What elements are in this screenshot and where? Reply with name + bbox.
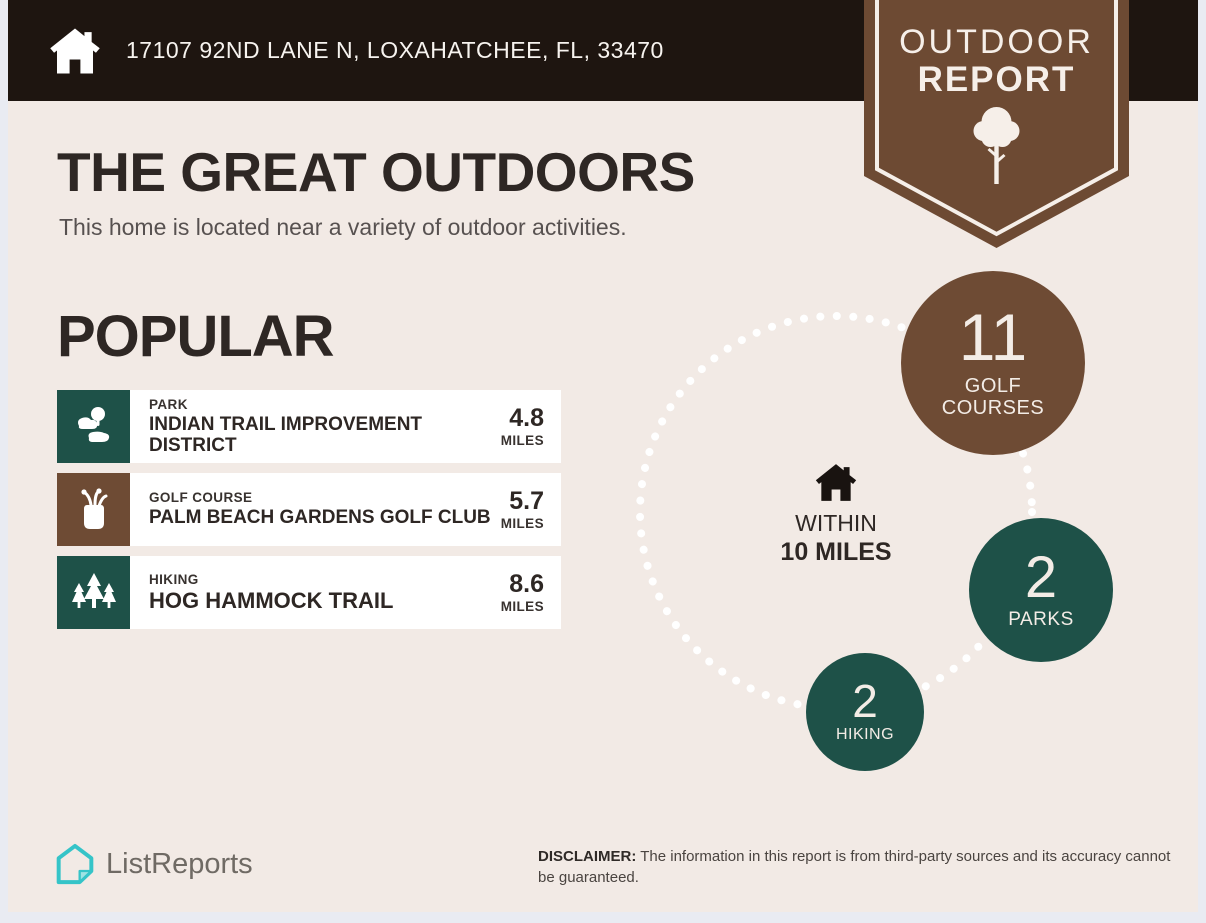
- disclaimer-body: The information in this report is from t…: [538, 848, 1171, 887]
- page-subtitle: This home is located near a variety of o…: [59, 214, 627, 240]
- golf-courses-label: GOLF COURSES: [941, 374, 1045, 420]
- golf-courses-count: 11: [958, 300, 1028, 375]
- item-distance: 5.7: [509, 486, 544, 515]
- hiking-bubble: 2 HIKING: [806, 653, 924, 771]
- hiking-count: 2: [852, 674, 878, 727]
- within-word: WITHIN: [795, 510, 877, 536]
- badge-line1: OUTDOOR: [899, 23, 1094, 61]
- list-item-park: PARK INDIAN TRAIL IMPROVEMENT DISTRICT 4…: [57, 390, 561, 463]
- item-distance: 8.6: [509, 569, 544, 598]
- item-distance-unit: MILES: [500, 515, 544, 531]
- disclaimer-label: DISCLAIMER:: [538, 848, 637, 865]
- within-radius-label: WITHIN 10 MILES: [736, 510, 936, 567]
- disclaimer-text: DISCLAIMER: The information in this repo…: [538, 846, 1178, 889]
- outdoor-report-badge: OUTDOOR REPORT: [864, 0, 1129, 248]
- badge-line2: REPORT: [917, 59, 1076, 99]
- item-name: PALM BEACH GARDENS GOLF CLUB: [149, 507, 491, 529]
- tree-icon: [973, 107, 1020, 184]
- item-name: HOG HAMMOCK TRAIL: [149, 587, 394, 613]
- badge-pennant-shape: [864, 0, 1129, 248]
- report-page: 17107 92ND LANE N, LOXAHATCHEE, FL, 3347…: [8, 0, 1198, 912]
- parks-bubble: 2 PARKS: [969, 518, 1113, 662]
- home-icon: [50, 28, 100, 73]
- item-name: INDIAN TRAIL IMPROVEMENT DISTRICT: [149, 413, 423, 456]
- home-marker-icon: [815, 464, 857, 501]
- golf-bag-icon: [57, 473, 130, 546]
- item-category: HIKING: [149, 571, 199, 587]
- within-distance: 10 MILES: [780, 538, 892, 566]
- item-distance-unit: MILES: [500, 598, 544, 614]
- item-category: PARK: [149, 396, 188, 412]
- item-category: GOLF COURSE: [149, 490, 253, 506]
- hiking-label: HIKING: [835, 726, 895, 744]
- listreports-wordmark: ListReports: [106, 847, 253, 880]
- list-item-golf-course: GOLF COURSE PALM BEACH GARDENS GOLF CLUB…: [57, 473, 561, 546]
- popular-heading: POPULAR: [57, 304, 335, 369]
- listreports-house-icon: [56, 843, 94, 885]
- property-address: 17107 92ND LANE N, LOXAHATCHEE, FL, 3347…: [126, 37, 664, 63]
- parks-label: PARKS: [1008, 608, 1074, 630]
- parks-count: 2: [1024, 544, 1058, 610]
- list-item-hiking: HIKING HOG HAMMOCK TRAIL 8.6 MILES: [57, 556, 561, 629]
- park-icon: [57, 390, 130, 463]
- item-distance-unit: MILES: [500, 432, 544, 448]
- popular-list: PARK INDIAN TRAIL IMPROVEMENT DISTRICT 4…: [57, 390, 561, 629]
- page-title: THE GREAT OUTDOORS: [57, 141, 695, 203]
- listreports-logo: ListReports: [55, 843, 253, 885]
- item-distance: 4.8: [509, 403, 544, 432]
- dotted-radius-circle: [636, 312, 1036, 712]
- golf-courses-bubble: 11 GOLF COURSES: [901, 271, 1085, 455]
- pine-trees-icon: [57, 556, 130, 629]
